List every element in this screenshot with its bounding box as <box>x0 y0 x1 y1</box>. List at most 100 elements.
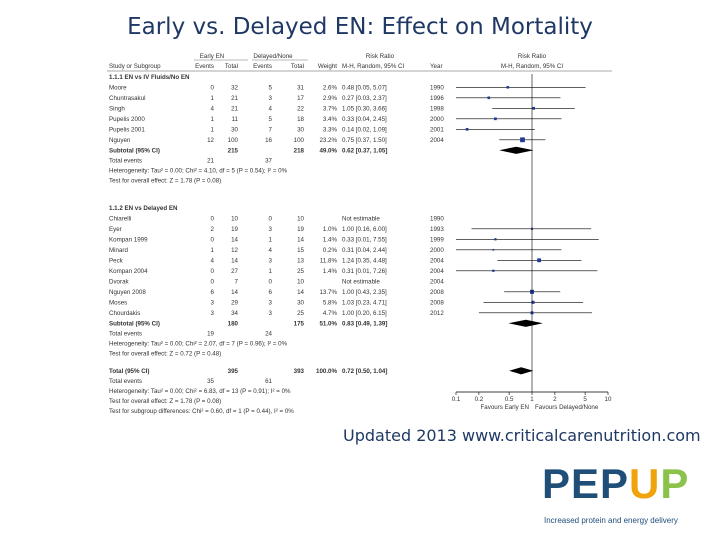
subgroup-1-study-4-weight: 3.4% <box>323 116 338 123</box>
subgroup-1-study-6-estimate <box>520 137 525 143</box>
subgroup-2-study-10-events-delayed: 3 <box>269 310 273 317</box>
subgroup-2-subtotal-total-delayed: 175 <box>294 321 305 328</box>
subgroup-2-study-7-total-delayed: 10 <box>297 279 304 286</box>
subgroup-2-study-5-events-early: 4 <box>211 258 215 265</box>
subgroup-2-study-2-total-delayed: 19 <box>297 226 304 233</box>
subgroup-2-study-4-name: Minard <box>109 247 128 254</box>
subgroup-2-study-9-events-early: 3 <box>211 300 215 307</box>
subgroup-2-study-2-name: Eyer <box>109 226 122 233</box>
total-heterogeneity: Heterogeneity: Tau² = 0.00; Chi² = 6.83,… <box>109 388 291 395</box>
subgroup-1-study-3-year: 1998 <box>430 106 444 113</box>
subgroup-1-study-5-rr: 0.14 [0.02, 1.09] <box>342 127 387 134</box>
subgroup-2-study-3-name: Kompan 1999 <box>109 237 148 244</box>
subgroup-1-study-6-total-early: 100 <box>228 137 239 144</box>
header-total-early: Total <box>225 63 238 70</box>
subgroup-2-study-2-weight: 1.0% <box>323 226 338 233</box>
subgroup-1-overall-test: Test for overall effect: Z = 1.78 (P = 0… <box>109 178 221 185</box>
header-risk-ratio-right: Risk Ratio <box>518 53 547 60</box>
subgroup-2-overall-test: Test for overall effect: Z = 0.72 (P = 0… <box>109 351 221 358</box>
subgroup-2-study-1-total-early: 10 <box>231 216 238 223</box>
pepup-logo: PEPUP Increased protein and energy deliv… <box>542 460 712 536</box>
subgroup-2-study-5-estimate <box>537 258 542 263</box>
subgroup-1-study-5-year: 2001 <box>430 127 444 134</box>
subgroup-1-study-3-events-delayed: 4 <box>269 106 273 113</box>
x-axis-tick-label-6: 5 <box>583 396 587 403</box>
subgroup-1-study-3-total-delayed: 22 <box>297 106 304 113</box>
subgroup-2-study-6-total-delayed: 25 <box>297 268 304 275</box>
subgroup-1-total-events-delayed: 37 <box>265 158 272 165</box>
subgroup-1-study-2-name: Chuntrasakul <box>109 95 145 102</box>
updated-caption: Updated 2013 www.criticalcarenutrition.c… <box>343 426 701 445</box>
header-year: Year <box>430 63 443 70</box>
total-events-delayed: 61 <box>265 378 272 385</box>
subgroup-1-study-6-events-delayed: 16 <box>265 137 272 144</box>
subgroup-2-study-8-rr: 1.00 [0.43, 2.35] <box>342 289 387 296</box>
subgroup-2-study-6-rr: 0.31 [0.01, 7.26] <box>342 268 387 275</box>
subgroup-2-study-3-weight: 1.4% <box>323 237 338 244</box>
subgroup-1-total-events-label: Total events <box>109 158 142 165</box>
subgroup-2-subtotal-diamond <box>508 319 543 327</box>
subgroup-2-study-4-events-delayed: 4 <box>269 247 273 254</box>
subgroup-1-study-2-events-delayed: 3 <box>269 95 273 102</box>
subgroup-2-study-7-rr: Not estimable <box>342 279 380 286</box>
total-events-label: Total events <box>109 378 142 385</box>
subgroup-1-study-4-year: 2000 <box>430 116 444 123</box>
subgroup-2-study-8-total-early: 14 <box>231 289 238 296</box>
subgroup-2-study-7-name: Dvorak <box>109 279 130 286</box>
subgroup-2-study-5-name: Peck <box>109 258 124 265</box>
subgroup-2-study-10-year: 2012 <box>430 310 444 317</box>
header-study: Study or Subgroup <box>109 63 161 70</box>
favours-delayed-label: Favours Delayed/None <box>535 404 599 411</box>
header-rr-ci-right: M-H, Random, 95% CI <box>501 63 564 70</box>
subgroup-1-study-1-weight: 2.6% <box>323 85 338 92</box>
subgroup-2-study-6-estimate <box>492 269 495 272</box>
subgroup-2-study-2-year: 1993 <box>430 226 444 233</box>
subgroup-1-study-4-name: Pupelis 2000 <box>109 116 145 123</box>
subgroup-2-total-events-label: Total events <box>109 331 142 338</box>
logo-part-1: PEP <box>542 460 630 507</box>
subgroup-1-study-2-weight: 2.9% <box>323 95 338 102</box>
subgroup-2-study-10-total-early: 34 <box>231 310 238 317</box>
subgroup-2-study-9-total-delayed: 30 <box>297 300 304 307</box>
subgroup-1-study-2-total-early: 21 <box>231 95 238 102</box>
subgroup-1-study-1-estimate <box>506 86 510 89</box>
subgroup-2-study-6-name: Kompan 2004 <box>109 268 148 275</box>
subgroup-2-study-2-total-early: 19 <box>231 226 238 233</box>
subgroup-1-study-3-events-early: 4 <box>211 106 215 113</box>
subgroup-2-study-8-events-delayed: 6 <box>269 289 273 296</box>
subgroup-2-study-1-rr: Not estimable <box>342 216 380 223</box>
subgroup-1-study-3-name: Singh <box>109 106 125 113</box>
subgroup-1-heterogeneity: Heterogeneity: Tau² = 0.00; Chi² = 4.10,… <box>109 168 288 175</box>
total-overall-test: Test for overall effect: Z = 1.78 (P = 0… <box>109 398 221 405</box>
subgroup-2-study-4-total-early: 12 <box>231 247 238 254</box>
subgroup-2-study-10-name: Chourdakis <box>109 310 140 317</box>
x-axis-tick-label-1: 0.1 <box>452 396 461 403</box>
subgroup-2-study-7-events-early: 0 <box>211 279 215 286</box>
header-group-early-en: Early EN <box>200 53 224 60</box>
subgroup-2-study-9-total-early: 29 <box>231 300 238 307</box>
subgroup-2-study-9-rr: 1.03 [0.23, 4.71] <box>342 300 387 307</box>
subgroup-1-study-2-rr: 0.27 [0.03, 2.37] <box>342 95 387 102</box>
subgroup-2-study-3-events-delayed: 1 <box>269 237 273 244</box>
subgroup-1-subtotal-weight: 49.0% <box>319 148 337 155</box>
header-events-delayed: Events <box>253 63 272 70</box>
subgroup-2-study-7-total-early: 7 <box>235 279 239 286</box>
subgroup-1-study-1-events-early: 0 <box>211 85 215 92</box>
total-diamond <box>509 367 534 375</box>
subgroup-2-study-2-events-early: 2 <box>211 226 215 233</box>
subgroup-2-study-3-events-early: 0 <box>211 237 215 244</box>
subgroup-1-study-5-events-early: 1 <box>211 127 215 134</box>
total-label: Total (95% CI) <box>109 368 149 375</box>
subgroup-2-study-6-weight: 1.4% <box>323 268 338 275</box>
subgroup-2-study-5-year: 2004 <box>430 258 444 265</box>
subgroup-2-study-10-events-early: 3 <box>211 310 215 317</box>
subgroup-2-study-4-rr: 0.31 [0.04, 2.44] <box>342 247 387 254</box>
subgroup-1-study-1-rr: 0.48 [0.05, 5.07] <box>342 85 387 92</box>
subgroup-2-total-events-delayed: 24 <box>265 331 272 338</box>
subgroup-2-study-4-year: 2000 <box>430 247 444 254</box>
subgroup-2-study-10-total-delayed: 25 <box>297 310 304 317</box>
subgroup-2-study-7-year: 2004 <box>430 279 444 286</box>
subgroup-2-study-9-year: 2008 <box>430 300 444 307</box>
subgroup-1-study-2-total-delayed: 17 <box>297 95 304 102</box>
